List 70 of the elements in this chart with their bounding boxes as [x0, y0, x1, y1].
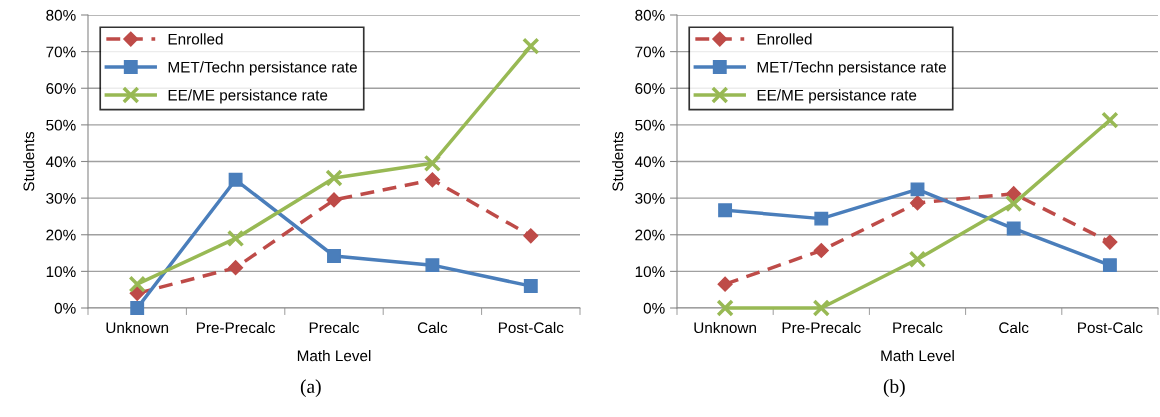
y-tick-label: 0%	[54, 302, 76, 314]
x-tick-label: Unknown	[694, 321, 756, 334]
point	[812, 299, 830, 317]
x-axis-title: Math Level	[881, 350, 954, 362]
x-tick-label: Precalc	[309, 321, 360, 334]
point	[909, 195, 926, 211]
y-tick-label: 50%	[635, 119, 665, 131]
point	[424, 172, 440, 188]
point	[814, 211, 829, 226]
point	[716, 299, 734, 317]
y-tick-label: 60%	[635, 83, 665, 94]
y-axis-title: Students	[612, 131, 624, 191]
point	[1005, 194, 1023, 213]
y-axis-title: Students	[23, 131, 35, 191]
legend-label: EE/ME persistance rate	[757, 89, 917, 104]
y-tick-label: 20%	[635, 229, 665, 241]
point	[1006, 186, 1022, 202]
point	[813, 242, 829, 259]
y-tick-label: 30%	[46, 192, 76, 204]
y-tick-label: 40%	[634, 156, 665, 168]
y-tick-label: 0%	[643, 302, 665, 314]
point	[130, 301, 145, 315]
y-tick-label: 10%	[46, 266, 76, 278]
x-tick-label: Pre-Precalc	[782, 321, 861, 334]
point	[522, 37, 540, 55]
legend-label: Enrolled	[757, 33, 812, 45]
x-tick-label: Calc	[417, 321, 448, 334]
x-tick-label: Calc	[999, 321, 1029, 334]
point	[718, 203, 733, 218]
point	[523, 228, 539, 244]
point	[129, 285, 145, 301]
y-tick-label: 70%	[635, 46, 665, 58]
point	[326, 192, 342, 208]
legend-label: EE/ME persistance rate	[168, 89, 328, 104]
legend-label: MET/Techn persistance rate	[757, 61, 946, 76]
point	[910, 182, 925, 197]
y-tick-label: 20%	[46, 229, 76, 241]
y-tick-label: 80%	[635, 9, 665, 21]
x-tick-label: Unknown	[106, 321, 169, 334]
point	[523, 279, 538, 293]
point	[325, 169, 343, 187]
point	[1102, 234, 1118, 250]
y-tick-label: 30%	[635, 192, 665, 204]
point	[228, 172, 243, 187]
text: (b)	[883, 379, 905, 397]
point	[228, 260, 244, 276]
point	[425, 258, 440, 273]
y-tick-label: 60%	[46, 83, 76, 94]
x-tick-label: Post-Calc	[1078, 321, 1143, 334]
point	[1102, 258, 1117, 273]
point	[1101, 111, 1119, 129]
point	[908, 250, 927, 268]
y-tick-label: 80%	[46, 9, 76, 21]
point	[226, 229, 245, 248]
point	[128, 275, 146, 293]
x-tick-label: Precalc	[893, 321, 943, 334]
point	[327, 249, 341, 263]
x-axis-title: Math Level	[297, 350, 371, 362]
y-tick-label: 10%	[635, 266, 665, 278]
x-tick-label: Post-Calc	[498, 321, 564, 334]
legend-label: Enrolled	[168, 33, 223, 45]
y-tick-label: 50%	[46, 119, 76, 131]
y-tick-label: 70%	[46, 46, 76, 58]
x-tick-label: Pre-Precalc	[196, 321, 276, 334]
point	[1006, 221, 1021, 236]
y-tick-label: 40%	[45, 156, 76, 168]
legend-label: MET/Techn persistance rate	[168, 61, 357, 76]
point	[423, 154, 442, 173]
text: (a)	[300, 379, 321, 397]
point	[717, 276, 733, 292]
